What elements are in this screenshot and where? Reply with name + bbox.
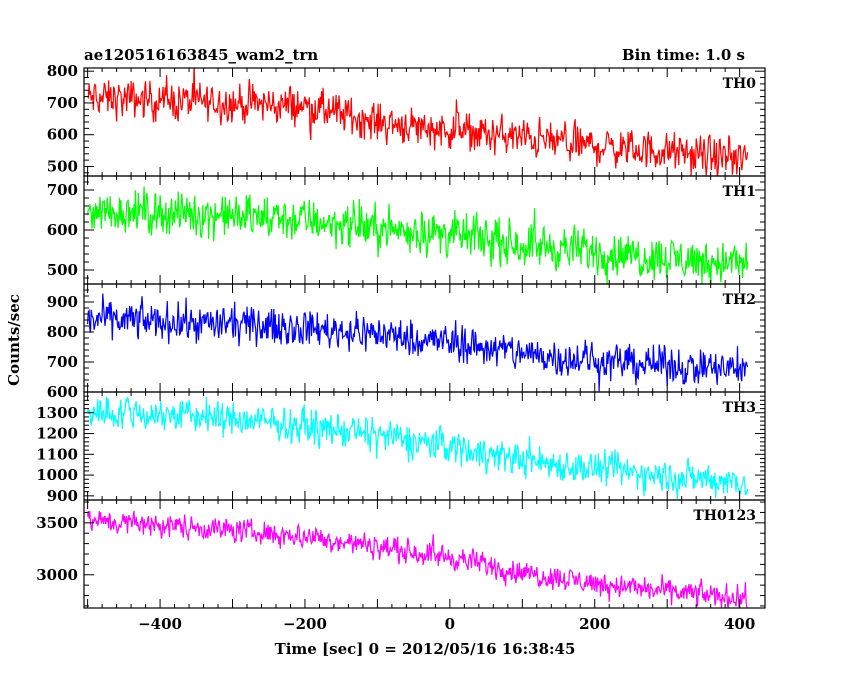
y-tick-label: 800 [47,62,78,80]
y-tick-label: 700 [47,94,78,112]
panel-th0: 500 600 700 800 TH0 [47,62,766,177]
x-tick-label: 400 [724,615,755,633]
y-tick-label: 600 [47,126,78,144]
panel-th1: 500 600 700 TH1 [47,175,766,285]
panel-label: TH3 [723,400,756,416]
series-line-th0 [87,68,749,176]
bin-time-label: Bin time: 1.0 s [622,46,745,64]
y-tick-label: 1000 [36,466,78,484]
y-axis-title: Counts/sec [5,294,23,386]
panel-th2: 600 700 800 900 TH2 [47,283,766,401]
y-tick-label: 800 [47,323,78,341]
panel-label: TH0123 [693,508,756,524]
y-tick-label: 500 [47,261,78,279]
x-tick-label: 200 [579,615,610,633]
panels-group: 500 600 700 800 TH0 500 600 700 TH1 600 700 800 900 T… [36,62,766,609]
x-axis-title: Time [sec] 0 = 2012/05/16 16:38:45 [275,640,576,658]
y-tick-label: 500 [47,157,78,175]
series-line-th3 [87,396,749,499]
y-tick-label: 900 [47,293,78,311]
y-tick-label: 3500 [36,514,78,532]
y-tick-label: 3000 [36,566,78,584]
y-tick-label: 1100 [36,445,78,463]
series-line-th1 [87,186,749,284]
x-tick-label: −200 [283,615,327,633]
y-tick-label: 1300 [36,404,78,422]
y-tick-label: 700 [47,181,78,199]
series-line-th0123 [87,510,748,608]
chart-title: ae120516163845_wam2_trn [84,46,318,64]
panel-label: TH1 [723,184,756,200]
series-line-th2 [87,293,749,392]
panel-label: TH0 [723,76,757,92]
y-tick-label: 900 [47,487,78,505]
y-tick-label: 1200 [36,425,78,443]
panel-th0123: 3000 3500 TH0123 [36,499,766,609]
panel-label: TH2 [723,292,756,308]
x-tick-label: 0 [445,615,455,633]
y-tick-label: 700 [47,353,78,371]
x-axis: −400 −200 0 200 400 [138,615,755,633]
y-tick-label: 600 [47,221,78,239]
panel-th3: 900 1000 1100 1200 1300 TH3 [36,391,766,505]
y-tick-label: 600 [47,383,78,401]
x-tick-label: −400 [138,615,182,633]
